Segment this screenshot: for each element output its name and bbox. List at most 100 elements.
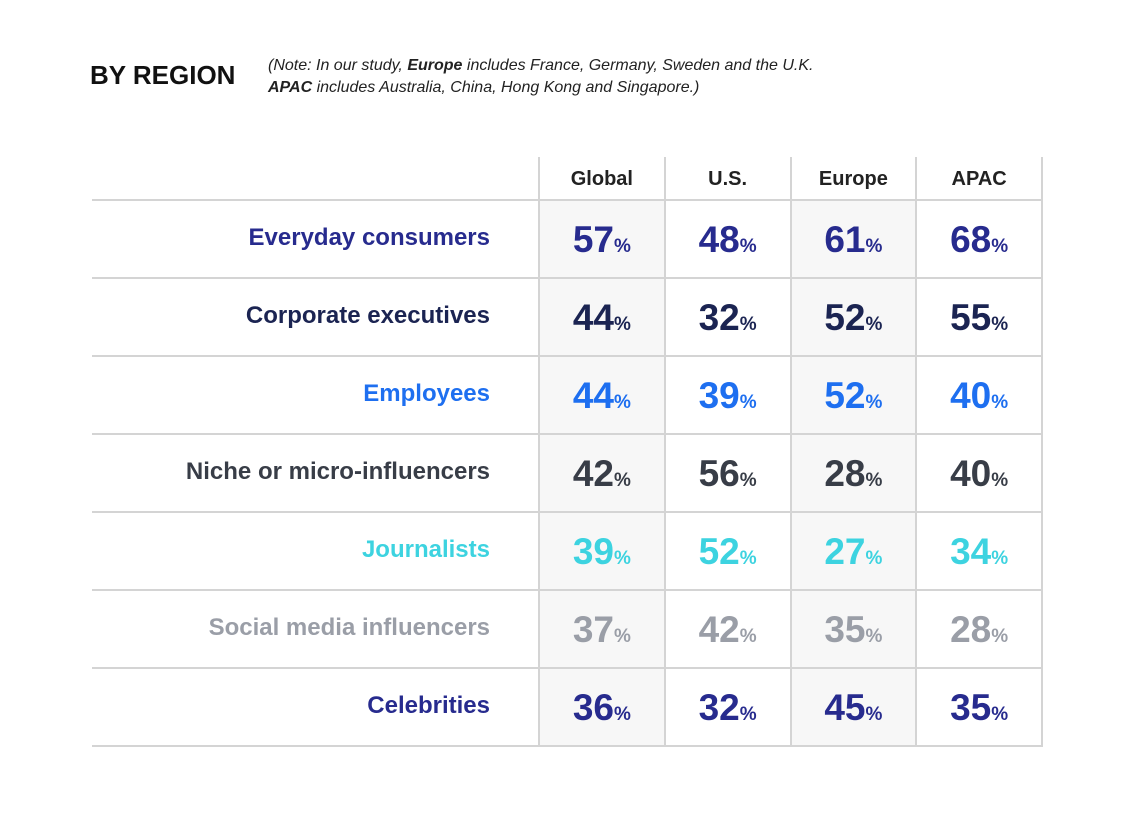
- cell-unit: %: [991, 704, 1009, 725]
- cell-unit: %: [991, 626, 1009, 647]
- cell-unit: %: [991, 236, 1009, 257]
- cell: 39%: [665, 375, 791, 417]
- cell: 52%: [665, 531, 791, 573]
- row-label: Employees: [363, 380, 490, 407]
- column-shade: [539, 200, 665, 746]
- column-line: [538, 157, 540, 746]
- column-shade: [790, 200, 917, 746]
- note-bold: Europe: [407, 57, 463, 74]
- column-line: [1041, 157, 1043, 746]
- cell: 42%: [665, 609, 791, 651]
- cell: 40%: [916, 375, 1042, 417]
- cell-unit: %: [865, 626, 883, 647]
- cell-value: 57: [572, 219, 614, 260]
- cell-unit: %: [614, 314, 631, 335]
- cell-unit: %: [739, 470, 757, 491]
- note-text: includes France, Germany, Sweden and the…: [462, 57, 814, 74]
- cell-value: 32: [698, 687, 740, 728]
- cell: 57%: [539, 219, 665, 261]
- cell: 27%: [791, 531, 917, 573]
- cell: 28%: [916, 609, 1042, 651]
- cell-value: 40: [950, 375, 992, 416]
- cell-value: 55: [950, 297, 992, 338]
- row-line: [92, 667, 1043, 669]
- cell: 39%: [539, 531, 665, 573]
- cell-unit: %: [739, 236, 757, 257]
- column-header: APAC: [951, 168, 1007, 190]
- cell-value: 52: [824, 297, 866, 338]
- note-line: (Note: In our study, Europe includes Fra…: [268, 57, 813, 75]
- row-label: Celebrities: [367, 692, 490, 719]
- cell-value: 35: [950, 687, 992, 728]
- cell-unit: %: [739, 392, 757, 413]
- cell-unit: %: [739, 548, 757, 569]
- cell: 35%: [916, 687, 1042, 729]
- cell-value: 28: [824, 453, 866, 494]
- cell-unit: %: [614, 392, 631, 413]
- cell-value: 40: [950, 453, 992, 494]
- cell-value: 28: [950, 609, 992, 650]
- cell-unit: %: [614, 626, 631, 647]
- cell-unit: %: [739, 626, 757, 647]
- cell: 56%: [665, 453, 791, 495]
- cell-unit: %: [739, 704, 757, 725]
- column-header: U.S.: [708, 168, 748, 190]
- cell: 52%: [791, 375, 917, 417]
- row-label: Corporate executives: [245, 302, 490, 329]
- cell: 36%: [539, 687, 665, 729]
- cell: 34%: [916, 531, 1042, 573]
- cell-unit: %: [991, 392, 1009, 413]
- cell: 35%: [791, 609, 917, 651]
- cell-value: 52: [824, 375, 866, 416]
- column-line: [789, 157, 792, 746]
- cell-value: 37: [572, 609, 614, 650]
- cell-value: 39: [698, 375, 740, 416]
- cell-value: 48: [698, 219, 740, 260]
- cell-value: 44: [572, 375, 614, 416]
- cell-value: 44: [572, 297, 614, 338]
- cell: 61%: [791, 219, 917, 261]
- cell: 45%: [791, 687, 917, 729]
- cell: 32%: [665, 687, 791, 729]
- note-text: includes Australia, China, Hong Kong and…: [312, 79, 700, 96]
- cell-value: 56: [698, 453, 740, 494]
- row-label: Social media influencers: [208, 614, 490, 641]
- cell-value: 68: [950, 219, 992, 260]
- cell-value: 36: [572, 687, 614, 728]
- row-label: Niche or micro-influencers: [185, 458, 490, 485]
- cell-value: 34: [950, 531, 992, 572]
- row-line: [92, 433, 1043, 435]
- column-line: [915, 157, 918, 746]
- cell-unit: %: [614, 236, 631, 257]
- cell: 55%: [916, 297, 1042, 339]
- column-line: [663, 157, 666, 746]
- row-line: [92, 511, 1043, 513]
- cell-value: 52: [698, 531, 740, 572]
- title: BY REGION: [90, 60, 236, 90]
- cell-unit: %: [991, 548, 1009, 569]
- cell-value: 35: [824, 609, 866, 650]
- row-label: Everyday consumers: [248, 224, 490, 251]
- cell-unit: %: [614, 548, 631, 569]
- cell-unit: %: [991, 314, 1009, 335]
- row-label: Journalists: [361, 536, 490, 563]
- cell-unit: %: [614, 704, 631, 725]
- cell-value: 42: [572, 453, 614, 494]
- column-header: Europe: [818, 168, 888, 190]
- cell: 28%: [791, 453, 917, 495]
- note-bold: APAC: [268, 79, 313, 96]
- cell-value: 45: [824, 687, 866, 728]
- row-line: [92, 355, 1043, 357]
- cell-unit: %: [991, 470, 1009, 491]
- cell-value: 39: [572, 531, 614, 572]
- cell-unit: %: [865, 392, 883, 413]
- cell-unit: %: [865, 548, 883, 569]
- cell-value: 61: [824, 219, 866, 260]
- cell: 44%: [539, 375, 665, 417]
- column-header: Global: [570, 168, 633, 190]
- row-line: [92, 199, 1043, 201]
- row-line: [92, 277, 1043, 279]
- cell-unit: %: [739, 314, 757, 335]
- note-line: APAC includes Australia, China, Hong Kon…: [268, 79, 699, 97]
